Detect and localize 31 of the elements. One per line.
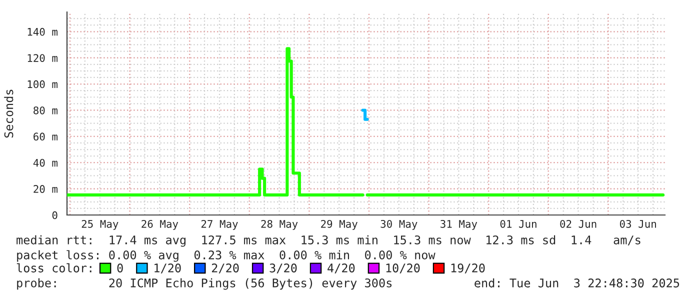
x-tick-label: 26 May [142, 220, 178, 230]
x-tick-label: 30 May [380, 220, 418, 230]
text: probe: 20 ICMP Echo Pings (56 Bytes) every 300s [17, 278, 392, 290]
x-tick-label: 02 Jun [560, 220, 596, 228]
legend-label: 19/20 [451, 264, 485, 274]
y-tick-label: 60 m [34, 132, 58, 141]
y-tick-label: 40 m [33, 158, 58, 167]
legend-label: 0 [117, 264, 123, 272]
x-tick-label: 25 May [82, 220, 118, 230]
x-tick-label: 27 May [201, 220, 238, 230]
y-tick-label: 20 m [34, 185, 58, 193]
text: packet loss: 0.00 % avg 0.23 % max 0.00 % min 0.00 % now [17, 250, 436, 262]
text: median rtt: 17.4 ms avg 127.5 ms max 15.3 ms min 15.3 ms now 12.3 ms sd 1.4 am/s [16, 235, 640, 247]
legend-label: 2/20 [212, 264, 239, 274]
text: end: Tue Jun 3 22:48:30 2025 [474, 278, 680, 288]
x-tick-label: 03 Jun [620, 220, 656, 228]
y-tick-label: 120 m [28, 54, 58, 62]
y-axis-title: Seconds [4, 90, 14, 138]
y-tick-label: 100 m [28, 80, 58, 88]
y-tick-label: 140 m [28, 28, 58, 36]
legend-title: loss color: [16, 263, 92, 272]
y-tick-label: 0 [52, 211, 58, 220]
y-tick-label: 80 m [34, 106, 58, 114]
x-tick-label: 28 May [261, 220, 298, 230]
legend-label: 4/20 [328, 264, 355, 274]
x-tick-label: 01 Jun [500, 220, 536, 228]
legend-label: 10/20 [386, 264, 420, 274]
x-tick-label: 31 May [440, 220, 478, 230]
legend-label: 1/20 [154, 264, 181, 274]
legend-label: 3/20 [270, 264, 297, 274]
x-tick-label: 29 May [321, 220, 358, 230]
